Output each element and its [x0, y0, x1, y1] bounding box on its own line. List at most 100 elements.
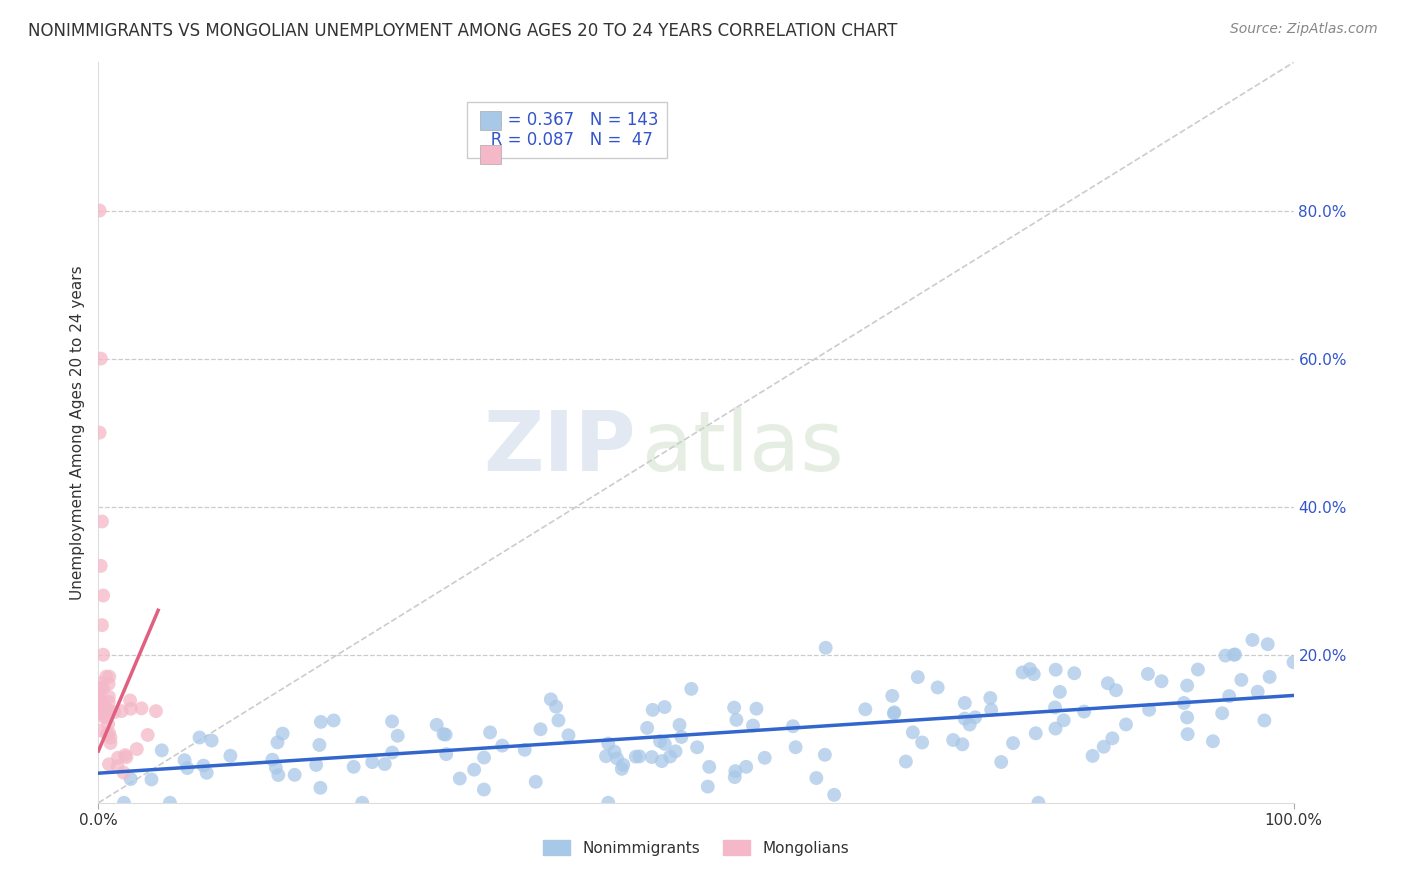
Point [1230, 673, 1253, 687]
Point [449, 772, 471, 786]
Legend: Nonimmigrants, Mongolians: Nonimmigrants, Mongolians [537, 834, 855, 862]
Point [195, 765, 218, 780]
Point [266, 735, 288, 749]
Point [1258, 670, 1281, 684]
Point [120, 702, 142, 716]
Point [322, 714, 344, 728]
Point [115, 750, 138, 764]
Point [735, 760, 758, 774]
Point [668, 718, 690, 732]
Point [628, 749, 651, 764]
Point [965, 710, 987, 724]
Point [641, 750, 664, 764]
Point [953, 696, 976, 710]
Y-axis label: Unemployment Among Ages 20 to 24 years: Unemployment Among Ages 20 to 24 years [69, 265, 84, 600]
Point [89, 690, 111, 705]
Point [90, 558, 112, 573]
Point [603, 745, 626, 759]
Point [87, 689, 110, 703]
Point [1105, 683, 1128, 698]
Point [742, 718, 765, 732]
Point [434, 747, 457, 761]
Point [136, 728, 159, 742]
Point [654, 737, 676, 751]
Point [959, 717, 981, 731]
Point [463, 763, 485, 777]
Point [188, 731, 211, 745]
Point [1202, 734, 1225, 748]
Point [193, 758, 215, 772]
Point [381, 746, 404, 760]
Point [125, 742, 148, 756]
Text: NONIMMIGRANTS VS MONGOLIAN UNEMPLOYMENT AMONG AGES 20 TO 24 YEARS CORRELATION CH: NONIMMIGRANTS VS MONGOLIAN UNEMPLOYMENT … [28, 22, 897, 40]
Point [96, 669, 118, 683]
Point [648, 734, 671, 748]
Point [1063, 666, 1085, 681]
Point [110, 704, 132, 718]
Point [112, 765, 135, 780]
Point [641, 703, 664, 717]
Point [724, 770, 747, 784]
Point [1053, 714, 1076, 728]
Point [107, 750, 129, 764]
Text: R = 0.367   N = 143
   R = 0.087   N =  47: R = 0.367 N = 143 R = 0.087 N = 47 [475, 111, 658, 149]
Point [201, 733, 224, 747]
Point [681, 681, 703, 696]
Point [1028, 796, 1050, 810]
Point [1223, 648, 1246, 662]
Point [1101, 731, 1123, 746]
Point [1137, 703, 1160, 717]
Point [1045, 663, 1067, 677]
Point [724, 764, 747, 778]
Point [91, 515, 114, 529]
Point [1081, 748, 1104, 763]
Point [91, 681, 114, 696]
Point [1175, 679, 1198, 693]
Point [1115, 717, 1137, 731]
Point [754, 751, 776, 765]
Point [472, 750, 495, 764]
Point [745, 701, 768, 715]
Point [814, 747, 837, 762]
Point [927, 681, 949, 695]
Point [883, 706, 905, 720]
Point [305, 758, 328, 772]
Point [89, 681, 111, 696]
Point [100, 731, 122, 745]
Point [671, 730, 693, 744]
Point [309, 780, 332, 795]
Point [901, 725, 924, 739]
Point [434, 728, 457, 742]
Point [343, 760, 366, 774]
Point [806, 771, 828, 785]
Point [725, 713, 748, 727]
Point [89, 203, 111, 218]
Point [610, 762, 633, 776]
Point [953, 712, 976, 726]
Point [141, 772, 163, 787]
Point [90, 698, 112, 712]
Point [145, 704, 167, 718]
Point [979, 690, 1001, 705]
Point [882, 689, 904, 703]
Point [1136, 667, 1159, 681]
Point [1092, 739, 1115, 754]
Point [120, 693, 142, 707]
Point [1223, 648, 1246, 662]
Point [980, 703, 1002, 717]
Point [1257, 637, 1279, 651]
Point [606, 751, 628, 765]
Point [262, 753, 284, 767]
Point [814, 640, 837, 655]
Point [432, 727, 454, 741]
Point [547, 714, 569, 728]
Point [1218, 689, 1240, 703]
Point [284, 768, 307, 782]
Point [176, 761, 198, 775]
Point [1043, 700, 1066, 714]
Point [114, 748, 136, 763]
Point [479, 725, 502, 739]
Point [1173, 696, 1195, 710]
Point [1177, 727, 1199, 741]
Point [1097, 676, 1119, 690]
